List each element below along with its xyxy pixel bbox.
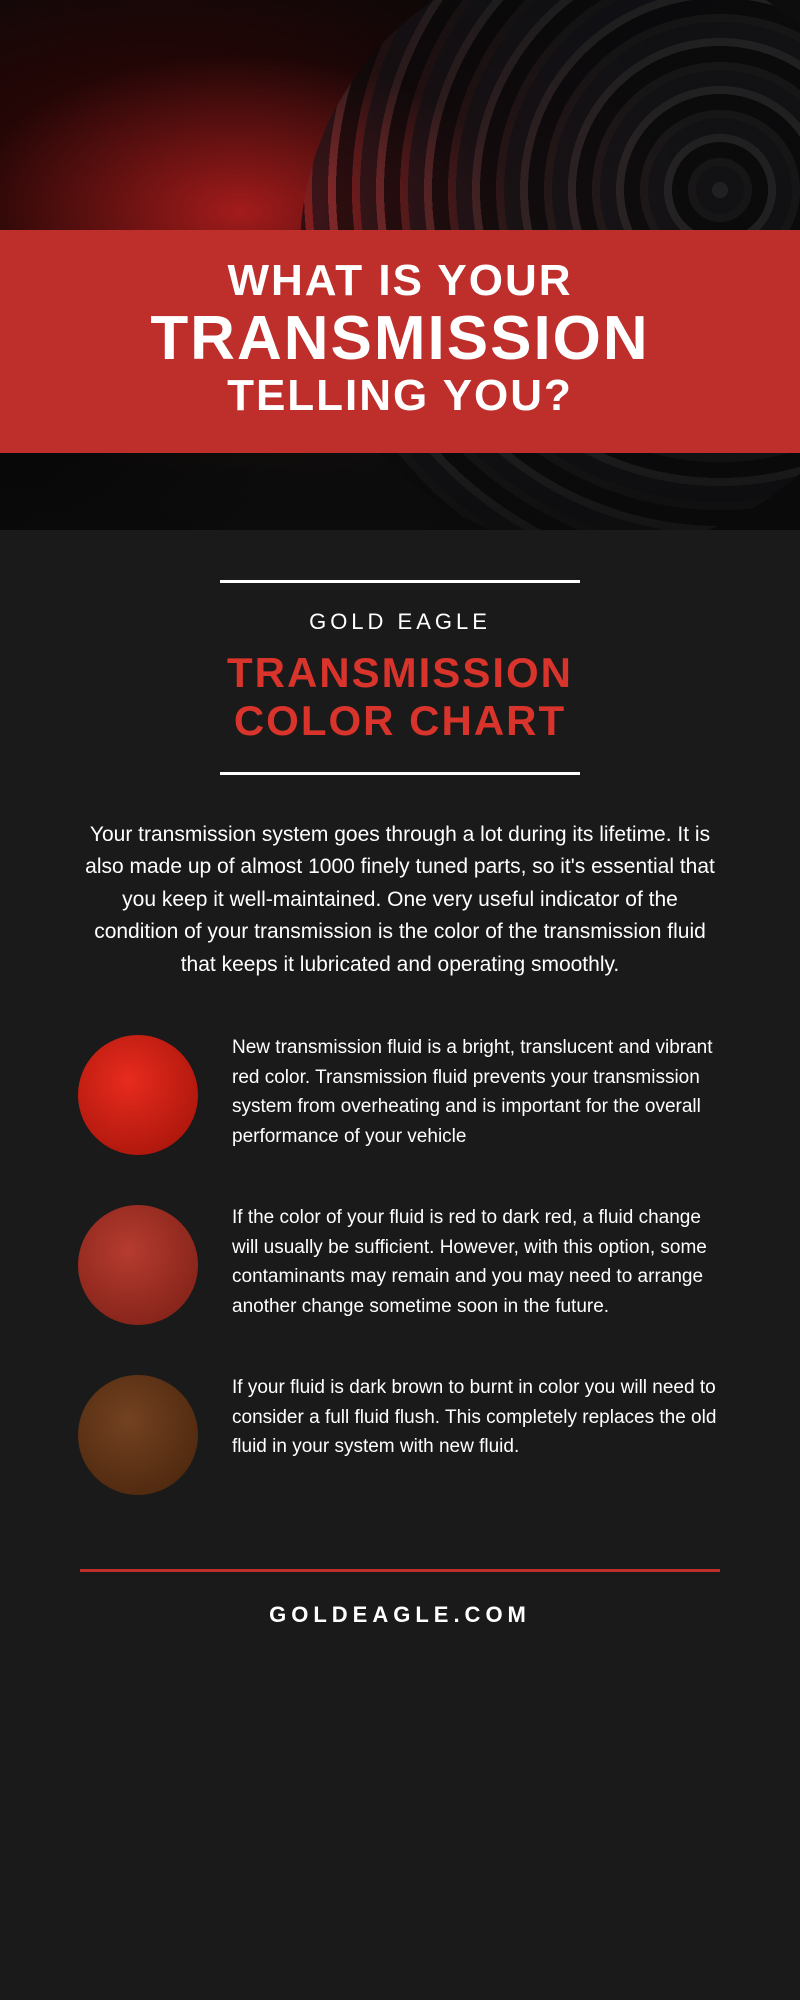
main-title: WHAT IS YOUR TRANSMISSION TELLING YOU?	[20, 258, 780, 419]
color-description: New transmission fluid is a bright, tran…	[232, 1031, 730, 1151]
title-line-2: TRANSMISSION	[20, 306, 780, 371]
color-swatch	[78, 1375, 198, 1495]
color-swatch	[78, 1205, 198, 1325]
brand-name: GOLD EAGLE	[70, 609, 730, 635]
title-line-1: WHAT IS YOUR	[20, 258, 780, 304]
chart-title-line-2: COLOR CHART	[70, 697, 730, 745]
color-chart-list: New transmission fluid is a bright, tran…	[70, 1031, 730, 1495]
content-area: GOLD EAGLE TRANSMISSION COLOR CHART Your…	[0, 530, 800, 1495]
color-row: New transmission fluid is a bright, tran…	[70, 1031, 730, 1155]
hero-image: WHAT IS YOUR TRANSMISSION TELLING YOU?	[0, 0, 800, 530]
footer-url: GOLDEAGLE.COM	[0, 1602, 800, 1628]
color-swatch	[78, 1035, 198, 1155]
intro-paragraph: Your transmission system goes through a …	[80, 819, 720, 982]
subheader: GOLD EAGLE TRANSMISSION COLOR CHART	[70, 583, 730, 772]
color-description: If the color of your fluid is red to dar…	[232, 1201, 730, 1321]
color-description: If your fluid is dark brown to burnt in …	[232, 1371, 730, 1461]
chart-title: TRANSMISSION COLOR CHART	[70, 649, 730, 746]
chart-title-line-1: TRANSMISSION	[70, 649, 730, 697]
color-row: If your fluid is dark brown to burnt in …	[70, 1371, 730, 1495]
title-band: WHAT IS YOUR TRANSMISSION TELLING YOU?	[0, 230, 800, 453]
footer-divider	[80, 1569, 720, 1572]
divider-bottom	[220, 772, 580, 775]
title-line-3: TELLING YOU?	[20, 373, 780, 419]
color-row: If the color of your fluid is red to dar…	[70, 1201, 730, 1325]
footer: GOLDEAGLE.COM	[0, 1541, 800, 1698]
